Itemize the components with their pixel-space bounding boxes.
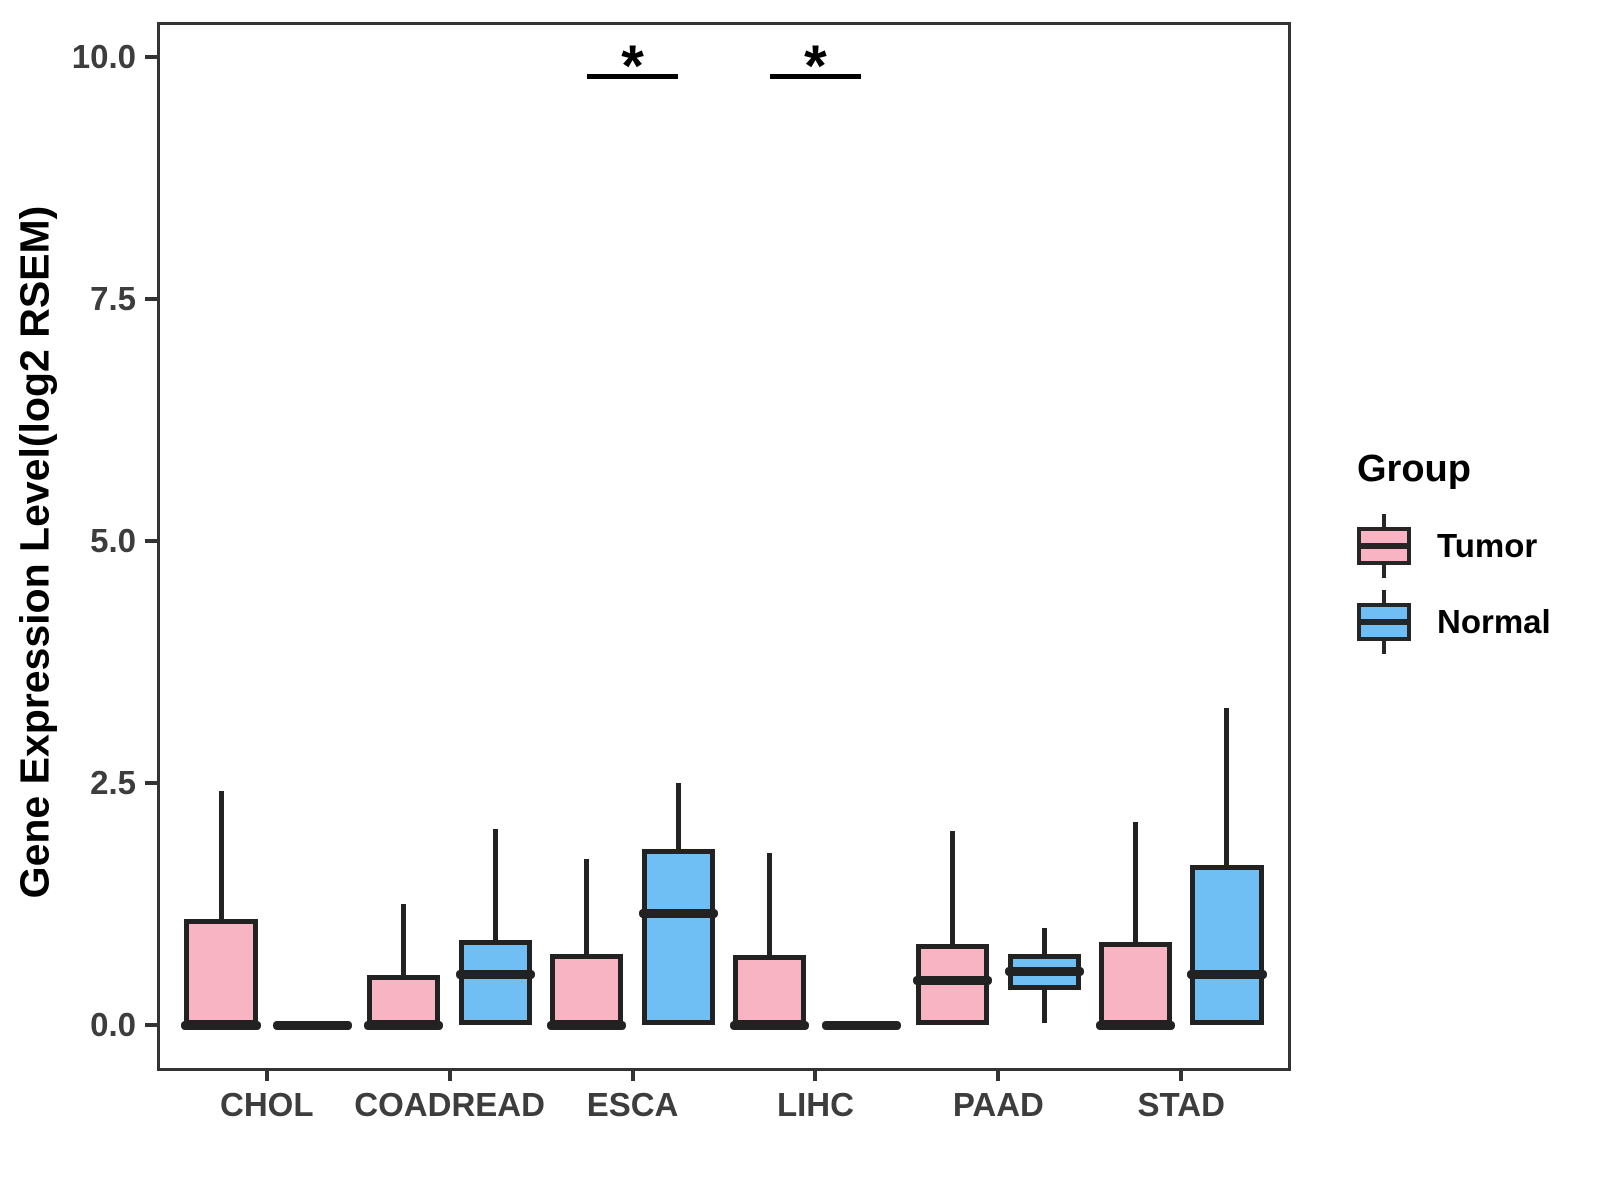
y-tick-label: 10.0	[71, 38, 136, 75]
x-tick-mark	[1179, 1071, 1184, 1081]
legend-key-tumor-icon	[1357, 514, 1411, 578]
y-tick-mark	[145, 1023, 157, 1027]
box-paad-tumor-upper-whisker	[950, 831, 956, 944]
box-chol-tumor	[184, 918, 258, 1025]
box-esca-tumor-median	[547, 1020, 627, 1030]
y-tick-mark	[145, 297, 157, 301]
box-stad-tumor-upper-whisker	[1133, 821, 1139, 942]
y-tick-label: 7.5	[90, 280, 136, 317]
box-stad-tumor-median	[1095, 1020, 1176, 1030]
box-coadread-tumor	[367, 974, 441, 1025]
significance-bar-lihc	[769, 74, 862, 80]
box-chol-tumor-median	[181, 1020, 261, 1030]
legend-title: Group	[1357, 448, 1471, 490]
y-tick-label: 0.0	[90, 1006, 136, 1043]
x-tick-label-lihc: LIHC	[776, 1086, 854, 1123]
x-tick-label-chol: CHOL	[219, 1086, 314, 1123]
box-lihc-tumor-upper-whisker	[767, 852, 773, 956]
box-stad-normal-upper-whisker	[1224, 708, 1230, 866]
legend-items: Tumor Normal	[1357, 511, 1551, 657]
box-chol-tumor-upper-whisker	[218, 790, 224, 919]
box-esca-normal-upper-whisker	[675, 783, 681, 849]
significance-bar-esca	[586, 74, 679, 80]
box-paad-normal-upper-whisker	[1041, 928, 1047, 955]
x-tick-mark	[630, 1071, 635, 1081]
y-tick-mark	[145, 781, 157, 785]
box-esca-tumor-upper-whisker	[584, 858, 590, 955]
box-esca-normal-median	[638, 909, 718, 919]
legend-label-tumor: Tumor	[1437, 527, 1538, 564]
legend-key-median	[1357, 543, 1411, 549]
x-tick-label-paad: PAAD	[952, 1086, 1044, 1123]
significance-star-esca: *	[621, 34, 644, 100]
legend-key-median	[1357, 619, 1411, 625]
box-lihc-normal-median	[821, 1020, 901, 1030]
box-lihc-tumor	[733, 955, 807, 1025]
y-tick-mark	[145, 539, 157, 543]
box-esca-tumor	[550, 954, 624, 1025]
box-coadread-tumor-upper-whisker	[401, 904, 407, 975]
box-coadread-normal	[458, 939, 532, 1025]
legend-key-normal-icon	[1357, 590, 1411, 654]
legend-item-tumor: Tumor	[1357, 511, 1551, 581]
box-paad-tumor-median	[913, 975, 993, 985]
box-esca-normal	[641, 848, 715, 1025]
x-tick-mark	[264, 1071, 269, 1081]
box-paad-normal-lower-whisker	[1041, 990, 1047, 1024]
box-stad-tumor	[1098, 941, 1173, 1025]
legend-label-normal: Normal	[1437, 603, 1551, 640]
legend-item-normal: Normal	[1357, 587, 1551, 657]
box-chol-normal-median	[272, 1020, 353, 1030]
plot-panel	[157, 22, 1291, 1071]
significance-star-lihc: *	[804, 34, 827, 100]
y-tick-mark	[145, 55, 157, 59]
box-stad-normal-median	[1187, 970, 1267, 980]
box-lihc-tumor-median	[730, 1020, 810, 1030]
x-tick-label-coadread: COADREAD	[354, 1086, 545, 1123]
legend: Group Tumor Normal	[1357, 448, 1551, 657]
box-paad-normal-median	[1004, 967, 1084, 977]
box-coadread-tumor-median	[364, 1020, 444, 1030]
x-tick-mark	[996, 1071, 1001, 1081]
box-stad-normal	[1190, 865, 1264, 1025]
y-tick-label: 5.0	[90, 522, 136, 559]
x-tick-label-esca: ESCA	[586, 1086, 679, 1123]
x-tick-mark	[447, 1071, 452, 1081]
x-tick-mark	[813, 1071, 818, 1081]
x-tick-label-stad: STAD	[1137, 1086, 1225, 1123]
box-coadread-normal-upper-whisker	[492, 829, 498, 940]
box-coadread-normal-median	[455, 970, 535, 980]
y-tick-label: 2.5	[90, 764, 136, 801]
